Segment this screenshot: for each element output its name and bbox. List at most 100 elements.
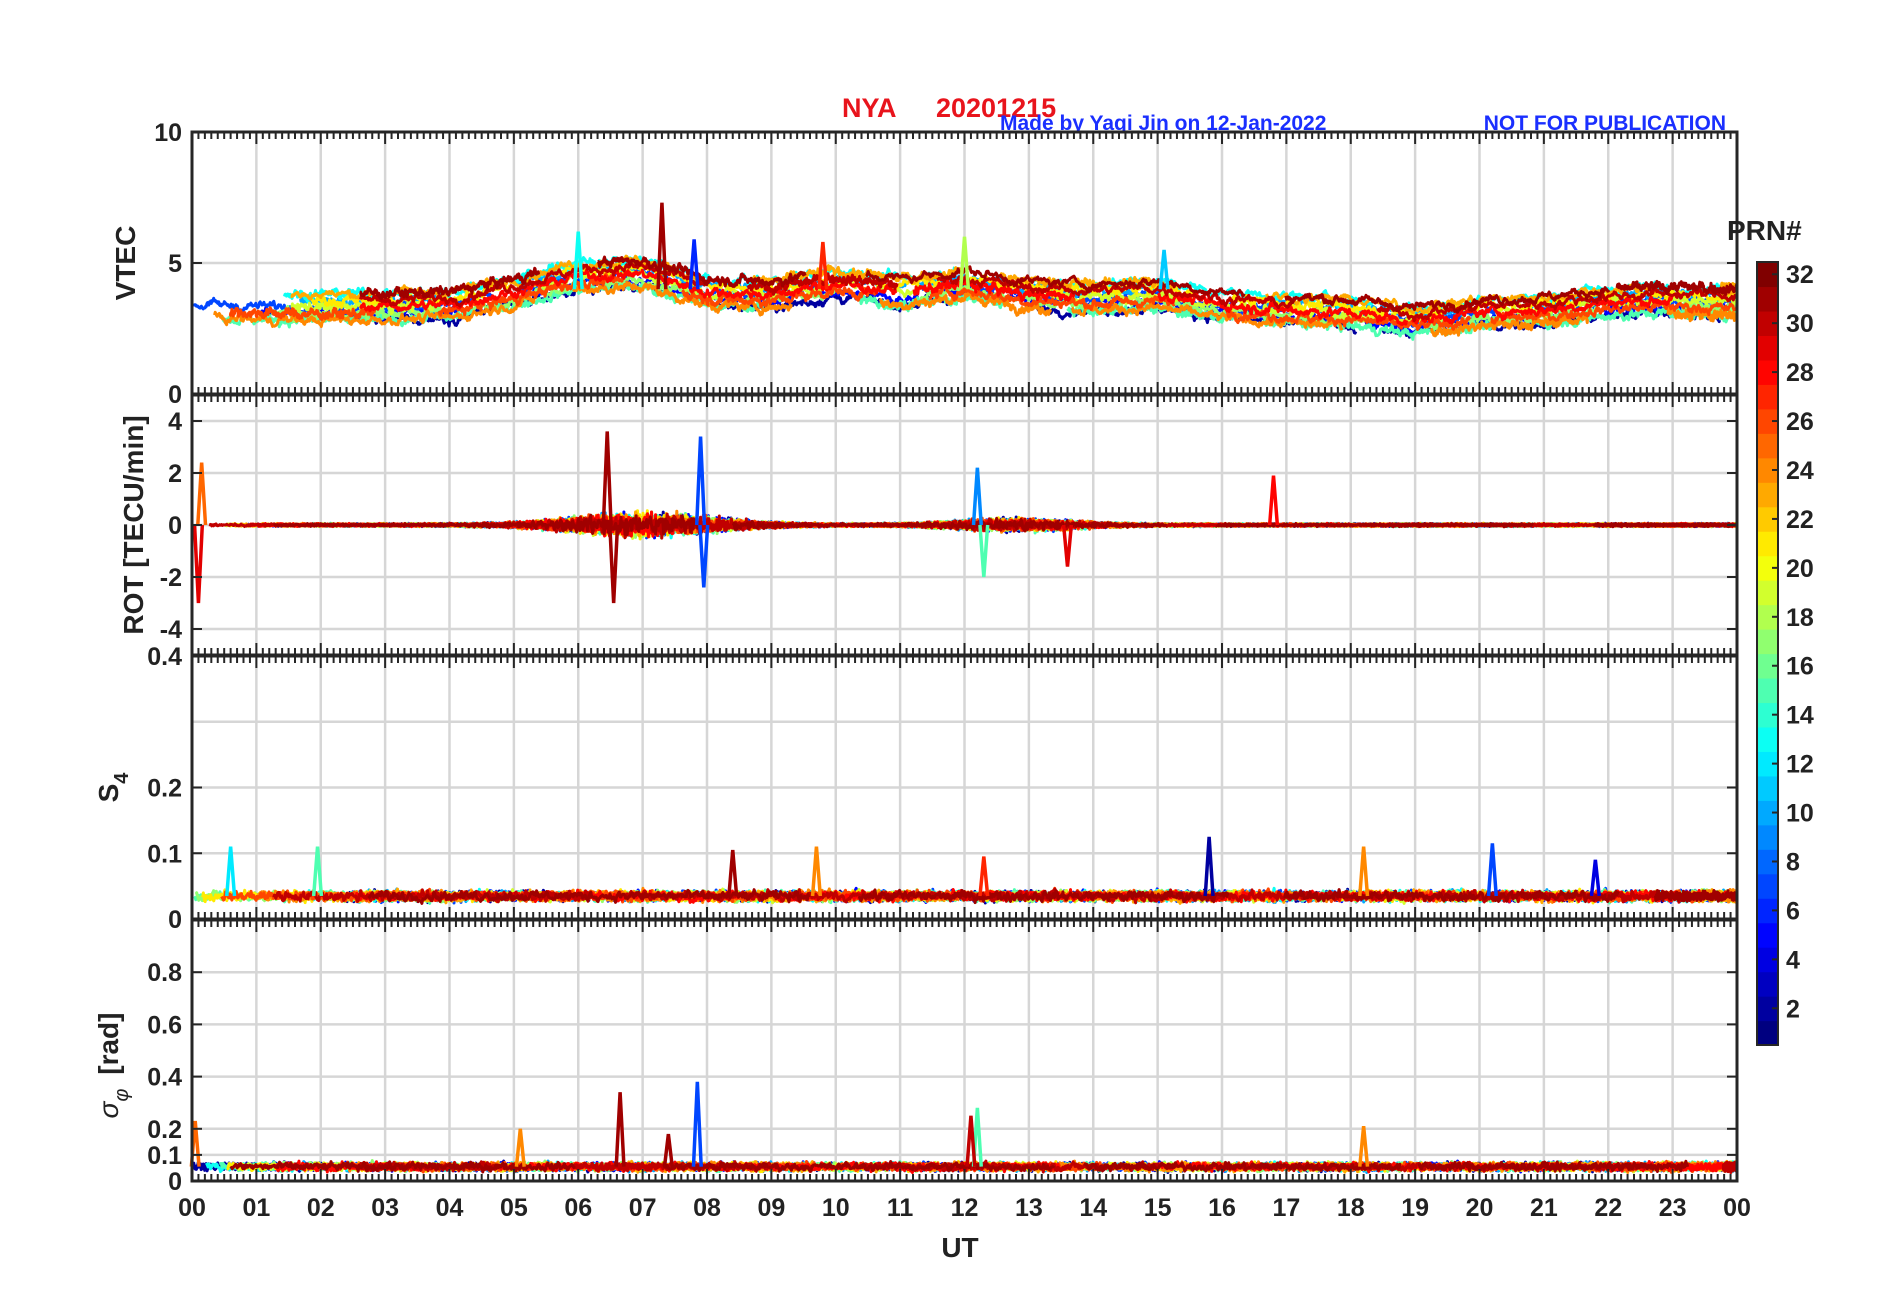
x-tick-label: 02 [307,1194,335,1222]
panel-rot-ticks: -4 -2 0 2 4 [160,395,1738,655]
prn-trace [1615,279,1739,296]
prn-trace [912,278,1076,303]
y-tick-label: 0.6 [147,1011,182,1039]
colorbar-band [1757,580,1778,606]
event-spike [817,241,829,290]
prn-trace [878,289,1053,317]
panel-s4-grid [192,656,1737,919]
panel-s4: 0 0.1 0.2 0.4 S4 [93,643,1739,934]
y-tick-label: 0.1 [147,840,182,868]
event-spike [614,1092,626,1167]
colorbar-band [1757,702,1778,728]
y-axis-label: σφ [rad] [93,1013,133,1119]
colorbar-band [1757,775,1778,801]
x-tick-label: 11 [887,1194,914,1222]
x-tick-label: 07 [629,1194,657,1222]
colorbar-tick-label: 22 [1786,506,1814,534]
colorbar-band [1757,555,1778,581]
colorbar-band [1757,384,1778,410]
prn-trace [437,272,624,317]
colorbar-tick-label: 26 [1786,408,1814,436]
prn-trace [1429,312,1589,338]
panel-vtec-ticks: 0 5 10 [154,119,1738,409]
panel-rot: -4 -2 0 2 4 ROT [TECU/min] [118,393,1739,657]
prn-trace [936,274,1296,310]
colorbar-band [1757,653,1778,679]
event-spike [978,856,990,897]
x-tick-label: 04 [436,1194,464,1222]
plot-notice: NOT FOR PUBLICATION [1484,112,1726,135]
colorbar-tick-label: 18 [1786,604,1814,632]
colorbar-band [1757,506,1778,532]
prn-trace [1284,286,1611,314]
prn-trace [1489,300,1739,325]
y-tick-label: 5 [168,250,182,278]
panel-sigphi: 00.10.2 0.4 0.6 0.8 σφ [rad] [93,918,1739,1196]
event-spike [662,1133,674,1167]
x-tick-label: 19 [1401,1194,1429,1222]
colorbar-tick-label: 10 [1786,800,1814,828]
colorbar-tick-label: 14 [1786,702,1814,730]
event-spike [1061,524,1074,567]
y-tick-label: 0.2 [147,1116,182,1144]
y-tick-label: 0 [168,512,182,540]
y-tick-label: 10 [154,119,182,147]
prn-trace [1411,294,1674,325]
colorbar-band [1757,482,1778,508]
y-tick-label: 0.4 [147,1064,182,1092]
prn-trace [928,284,1176,312]
x-tick-label: 15 [1144,1194,1172,1222]
event-spike [694,436,707,526]
colorbar-tick-label: 2 [1786,995,1800,1023]
prn-trace [751,264,963,285]
colorbar-band [1757,971,1778,997]
colorbar-band [1757,800,1778,826]
prn-trace [1083,1160,1402,1173]
x-tick-label: 03 [371,1194,399,1222]
x-tick-label: 22 [1594,1194,1622,1222]
colorbar-tick-label: 8 [1786,848,1800,876]
prn-trace [681,284,878,309]
event-spike [810,846,823,897]
colorbar-band [1757,996,1778,1022]
event-spike [1203,836,1215,897]
colorbar-tick-label: 28 [1786,359,1814,387]
y-tick-label: 0 [168,1168,182,1196]
prn-trace [571,280,793,317]
x-tick-label: 00 [1723,1194,1751,1222]
x-tick-label: 21 [1530,1194,1558,1222]
plot-title-date: 20201215 [936,93,1056,123]
colorbar-band [1757,433,1778,459]
panel-vtec: 0 5 10 VTEC [110,119,1739,409]
colorbar-band [1757,947,1778,973]
event-spike [978,524,990,578]
event-spike [727,849,739,897]
prn-trace [1592,521,1739,529]
colorbar-band [1757,335,1778,361]
y-tick-label: 0 [168,381,182,409]
y-tick-label: -2 [160,564,182,592]
prn-trace [1654,889,1739,903]
y-axis-label: VTEC [110,226,141,301]
event-spike [1158,249,1170,290]
event-spike [1486,843,1498,897]
colorbar-band [1757,408,1778,434]
prn-trace [1417,1159,1690,1173]
event-spike [196,462,208,526]
prn-trace [228,306,376,321]
event-spike [691,1081,703,1167]
colorbar-band [1757,262,1778,288]
panel-sigphi-events [189,1081,1370,1167]
event-spike [311,846,324,897]
event-spike [688,239,700,290]
x-axis-label: UT [941,1232,978,1263]
prn-trace [746,272,899,296]
event-spike [1358,1126,1370,1167]
panel-sigphi-traces [192,1159,1739,1174]
y-axis-label: S4 [93,772,133,803]
panel-vtec-grid [192,132,1737,394]
panel-sigphi-grid [192,920,1737,1181]
